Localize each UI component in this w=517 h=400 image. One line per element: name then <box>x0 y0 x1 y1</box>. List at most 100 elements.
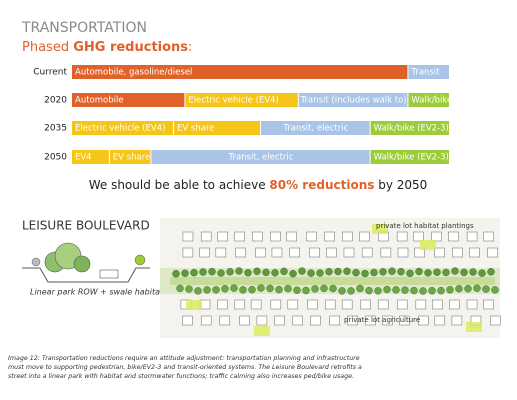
segment-label: EV share <box>177 124 214 134</box>
statement-part: We should be able to achieve <box>89 178 270 192</box>
tree <box>275 285 283 294</box>
tree <box>347 287 355 295</box>
house <box>200 315 212 326</box>
segment-label: Transit, electric <box>282 124 348 134</box>
tree <box>410 286 418 295</box>
segment-label: EV4 <box>75 153 92 163</box>
tree <box>230 284 238 292</box>
tree <box>320 284 328 293</box>
house <box>483 231 494 242</box>
house <box>310 315 321 326</box>
caption-line: Image 12: Transportation reductions requ… <box>8 354 360 362</box>
tree <box>343 267 351 275</box>
tree <box>262 268 270 277</box>
tree <box>203 286 211 294</box>
house <box>449 299 460 310</box>
segment-label: Automobile <box>75 96 124 106</box>
tree <box>235 267 243 275</box>
house <box>483 299 494 310</box>
house <box>451 315 463 326</box>
caption-line: must move to supporting pedestrian, bike… <box>8 363 362 371</box>
tree <box>329 284 337 293</box>
segment-label: EV share <box>113 153 150 163</box>
planting <box>254 326 270 336</box>
house <box>255 247 266 258</box>
tree <box>334 267 342 276</box>
tree <box>446 286 454 294</box>
tree <box>388 267 396 275</box>
house <box>287 299 299 310</box>
bar-segment <box>174 121 260 135</box>
planting <box>186 300 202 310</box>
house <box>234 299 246 310</box>
bar-segment <box>185 93 298 107</box>
house <box>274 315 285 326</box>
house <box>219 315 231 326</box>
tree <box>284 284 292 293</box>
tree <box>176 284 184 293</box>
tree <box>370 268 378 277</box>
caption-line: street into a linear park with habitat a… <box>8 372 354 380</box>
tree <box>406 269 414 278</box>
house <box>396 231 408 242</box>
bar-segment <box>72 65 408 79</box>
house <box>434 247 445 258</box>
tree <box>185 285 193 293</box>
tree <box>428 287 436 295</box>
tree <box>464 285 472 293</box>
house <box>182 315 193 326</box>
bar-segment <box>408 65 449 79</box>
tree <box>248 285 256 294</box>
tree <box>460 268 468 277</box>
tree <box>316 269 324 277</box>
tree <box>208 267 216 276</box>
segment-label: Transit, electric <box>228 153 294 163</box>
house <box>270 299 282 310</box>
house <box>377 299 389 310</box>
tree <box>289 269 297 278</box>
map-label: private lot agriculture <box>344 316 420 324</box>
house <box>487 247 498 258</box>
segment-label: Electric vehicle (EV4) <box>75 124 165 134</box>
tree <box>374 287 382 295</box>
bar-segment <box>370 150 449 164</box>
bar-segment <box>72 121 174 135</box>
tree <box>226 268 234 276</box>
title: TRANSPORTATION <box>21 20 147 36</box>
tree <box>338 287 346 295</box>
house <box>359 231 370 242</box>
house <box>324 231 335 242</box>
house <box>431 231 442 242</box>
segment-label: Walk/bike <box>411 96 452 106</box>
tree <box>257 284 265 292</box>
house <box>361 247 373 258</box>
tree <box>365 286 373 295</box>
row-label: 2035 <box>44 124 67 134</box>
tree <box>356 284 364 293</box>
statement: We should be able to achieve 80% reducti… <box>89 178 428 192</box>
tree <box>478 269 486 277</box>
house <box>309 247 320 258</box>
house <box>365 315 376 326</box>
tree <box>424 269 432 277</box>
subtitle-part: Phased <box>22 40 73 55</box>
tree <box>419 287 427 295</box>
house <box>414 247 425 258</box>
tree <box>491 286 499 294</box>
tree <box>181 269 189 277</box>
segment-label: Walk/bike (EV2-3) <box>374 153 449 163</box>
house <box>286 231 297 242</box>
house <box>418 315 429 326</box>
house <box>396 299 408 310</box>
house <box>432 299 443 310</box>
house <box>182 247 194 258</box>
house <box>415 299 427 310</box>
tree <box>442 268 450 277</box>
statement-part: 80% reductions <box>269 178 374 192</box>
house <box>466 231 478 242</box>
segment-label: Transit <box>410 68 440 78</box>
tree <box>217 269 225 277</box>
bar-segment <box>72 93 185 107</box>
bar-segment <box>261 121 370 135</box>
